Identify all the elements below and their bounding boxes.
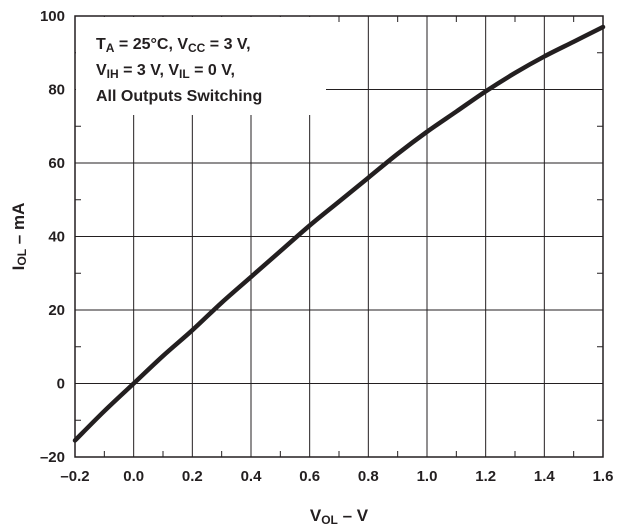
annotation-background: [76, 17, 326, 115]
y-tick-label: 60: [48, 155, 65, 172]
y-tick-label: 20: [48, 302, 65, 319]
y-tick-label: 0: [57, 376, 65, 393]
annotation-text: = 25°C, V: [114, 36, 188, 53]
y-tick-label: 100: [40, 8, 65, 25]
annotation-line: VIH = 3 V, VIL = 0 V,: [96, 62, 235, 81]
annotation-text: All Outputs Switching: [96, 88, 262, 105]
annotation-text: V: [96, 62, 107, 79]
x-tick-label: 1.6: [593, 468, 614, 485]
annotation-subscript: A: [106, 41, 115, 55]
annotation-line: TA = 25°C, VCC = 3 V,: [96, 36, 251, 55]
y-tick-label: 80: [48, 82, 65, 99]
annotation-text: = 3 V,: [205, 36, 250, 53]
x-tick-labels: –0.2 0.0 0.2 0.4 0.6 0.8 1.0 1.2 1.4 1.6: [60, 468, 613, 485]
annotation-subscript: CC: [188, 41, 206, 55]
x-tick-label: 0.4: [241, 468, 263, 485]
annotation-text: = 3 V, V: [119, 62, 180, 79]
annotation-text: T: [96, 36, 106, 53]
y-axis-title: IOL – mA: [9, 203, 29, 271]
annotation: TA = 25°C, VCC = 3 V, VIH = 3 V, VIL = 0 …: [96, 36, 262, 105]
x-tick-label: 1.4: [534, 468, 556, 485]
annotation-text: = 0 V,: [190, 62, 235, 79]
x-tick-label: 1.2: [475, 468, 496, 485]
x-tick-label: 0.0: [123, 468, 144, 485]
y-tick-label: 40: [48, 229, 65, 246]
x-axis-title: VOL – V: [310, 506, 369, 527]
annotation-subscript: IH: [107, 67, 119, 81]
x-tick-label: –0.2: [60, 468, 89, 485]
y-tick-label: –20: [40, 449, 65, 466]
minor-ticks: [75, 16, 603, 457]
y-tick-labels: –20 0 20 40 60 80 100: [40, 8, 65, 466]
series-line: [72, 24, 606, 443]
series-layer: [72, 24, 606, 443]
x-tick-label: 0.8: [358, 468, 379, 485]
annotation-subscript: IL: [179, 67, 190, 81]
x-tick-label: 0.6: [299, 468, 320, 485]
annotation-line: All Outputs Switching: [96, 88, 262, 105]
x-tick-label: 1.0: [417, 468, 438, 485]
plot-frame: [74, 15, 604, 458]
x-tick-label: 0.2: [182, 468, 203, 485]
